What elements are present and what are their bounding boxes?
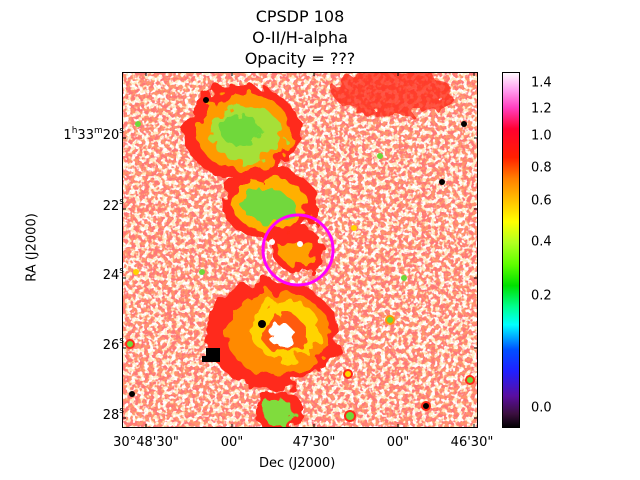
colorbar-tick-7: 1.4 bbox=[531, 75, 552, 91]
chart-title-line3: Opacity = ??? bbox=[244, 49, 356, 68]
colorbar-tick-2: 0.4 bbox=[531, 234, 552, 250]
x-tick-label-2: 47'30" bbox=[292, 435, 336, 450]
x-tick-label-0: 30°48'30" bbox=[113, 435, 179, 450]
colorbar-tick-5: 1.0 bbox=[531, 128, 552, 144]
chart-title-line2: O-II/H-alpha bbox=[252, 28, 348, 47]
astronomical-image-panel bbox=[122, 72, 478, 428]
region-circle bbox=[261, 213, 335, 287]
x-tick-label-4: 46'30" bbox=[450, 435, 494, 450]
x-tick-label-1: 00" bbox=[220, 435, 244, 450]
y-tick-label-3: 26s bbox=[102, 336, 124, 353]
colorbar-tick-0: 0.0 bbox=[531, 400, 552, 416]
x-tick-label-3: 00" bbox=[386, 435, 410, 450]
point-sources bbox=[125, 97, 475, 422]
colorbar-tick-3: 0.6 bbox=[531, 193, 552, 209]
y-tick-label-1: 22s bbox=[102, 197, 124, 214]
x-axis-title: Dec (J2000) bbox=[259, 456, 336, 471]
x-tick-marks bbox=[145, 72, 475, 428]
y-tick-label-0: 1h33m20s bbox=[63, 126, 124, 143]
colorbar-tick-6: 1.2 bbox=[531, 101, 552, 117]
colorbar-tick-1: 0.2 bbox=[531, 288, 552, 304]
nebula-emission-regions bbox=[184, 72, 452, 428]
colorbar-tick-4: 0.8 bbox=[531, 160, 552, 176]
y-tick-label-2: 24s bbox=[102, 266, 124, 283]
image-frame bbox=[122, 72, 478, 428]
y-axis-title: RA (J2000) bbox=[24, 213, 40, 282]
y-tick-marks bbox=[122, 137, 478, 419]
colorbar bbox=[502, 72, 520, 428]
chart-title-line1: CPSDP 108 bbox=[255, 7, 345, 26]
y-tick-label-4: 28s bbox=[102, 406, 124, 423]
